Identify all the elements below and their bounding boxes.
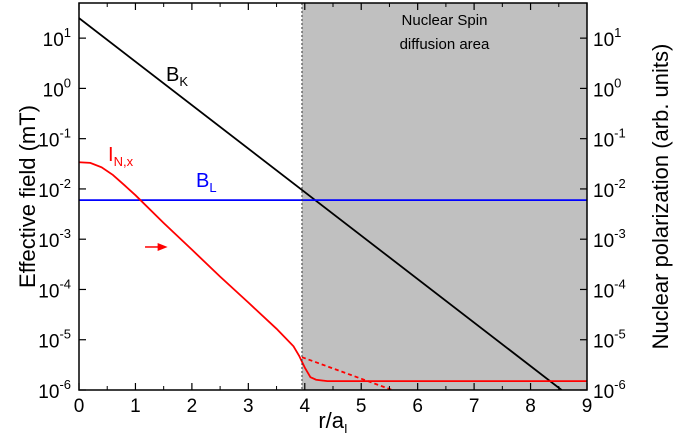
y-tick-base: 10 <box>38 231 59 252</box>
y-tick-exponent: -4 <box>614 276 626 291</box>
x-axis-label-main: r/a <box>318 408 344 433</box>
ticks-layer: 0 1 2 3 4 5 6 7 8 910-6 10-610-5 10-510-4 10-410-3 10… <box>38 3 626 417</box>
series-label-inx: IN,x <box>108 144 134 169</box>
y-tick-label-right: 10-4 <box>593 276 626 302</box>
y-tick-label-right: 100 <box>593 75 621 101</box>
y-tick-base: 10 <box>593 131 614 152</box>
series-label-bl-subscript: L <box>209 180 216 195</box>
y-tick-base: 10 <box>593 231 614 252</box>
series-label-bk-main: B <box>166 64 179 86</box>
y-tick-exponent: -4 <box>59 276 71 291</box>
y-tick-label-left: 101 <box>43 25 71 51</box>
y-tick-base: 10 <box>38 382 59 403</box>
x-tick-label: 6 <box>412 396 423 417</box>
y-tick-exponent: -3 <box>59 226 71 241</box>
x-tick-label: 2 <box>187 396 198 417</box>
y-axis-label-right: Nuclear polarization (arb. units) <box>648 44 673 350</box>
series-label-bl-main: B <box>196 170 209 192</box>
nuclear-spin-diffusion-area <box>301 3 587 390</box>
y-tick-base: 10 <box>593 332 614 353</box>
y-tick-label-right: 10-1 <box>593 126 626 152</box>
shaded-region-label-line1: Nuclear Spin <box>402 12 488 29</box>
y-tick-base: 10 <box>593 30 614 51</box>
x-tick-label: 5 <box>356 396 367 417</box>
y-tick-exponent: -3 <box>614 226 626 241</box>
y-tick-label-right: 10-3 <box>593 226 626 252</box>
y-tick-exponent: -6 <box>614 377 626 392</box>
series-label-bl: BL <box>196 170 217 195</box>
y-tick-label-left: 10-1 <box>38 126 71 152</box>
y-tick-label-right: 10-2 <box>593 176 626 202</box>
y-axis-label-left: Effective field (mT) <box>15 105 40 288</box>
x-tick-label: 3 <box>243 396 254 417</box>
y-tick-label-right: 101 <box>593 25 621 51</box>
x-axis-label: r/aI <box>318 408 347 436</box>
y-tick-base: 10 <box>43 80 64 101</box>
y-tick-exponent: 1 <box>64 25 71 40</box>
y-tick-label-left: 10-3 <box>38 226 71 252</box>
series-label-inx-main: I <box>108 144 114 166</box>
y-tick-label-right: 10-5 <box>593 327 626 353</box>
series-line-3 <box>301 356 393 390</box>
y-tick-label-right: 10-6 <box>593 377 626 403</box>
x-tick-label: 8 <box>525 396 536 417</box>
y-tick-base: 10 <box>38 181 59 202</box>
y-tick-base: 10 <box>593 382 614 403</box>
y-tick-base: 10 <box>38 332 59 353</box>
series-label-inx-subscript: N,x <box>114 154 134 169</box>
y-tick-exponent: -1 <box>614 126 626 141</box>
y-tick-exponent: -2 <box>614 176 626 191</box>
y-tick-exponent: -2 <box>59 176 71 191</box>
y-tick-base: 10 <box>38 131 59 152</box>
x-tick-label: 4 <box>299 396 310 417</box>
arrow-layer <box>145 242 168 251</box>
series-line-0 <box>79 17 563 390</box>
series-layer <box>79 17 587 390</box>
x-tick-label: 9 <box>582 396 593 417</box>
x-tick-label: 0 <box>74 396 85 417</box>
series-label-bk: BK <box>166 64 188 89</box>
y-tick-label-left: 100 <box>43 75 71 101</box>
y-tick-exponent: -5 <box>614 327 626 342</box>
y-tick-exponent: -5 <box>59 327 71 342</box>
x-tick-label: 7 <box>469 396 480 417</box>
y-tick-label-left: 10-4 <box>38 276 71 302</box>
series-line-2 <box>79 161 587 383</box>
y-tick-base: 10 <box>593 281 614 302</box>
y-tick-label-left: 10-2 <box>38 176 71 202</box>
series-label-bk-subscript: K <box>179 74 188 89</box>
y-tick-exponent: -1 <box>59 126 71 141</box>
y-tick-base: 10 <box>38 281 59 302</box>
arrow-head <box>157 242 168 251</box>
y-tick-exponent: 0 <box>614 75 621 90</box>
y-tick-base: 10 <box>593 181 614 202</box>
y-tick-base: 10 <box>43 30 64 51</box>
y-tick-label-left: 10-5 <box>38 327 71 353</box>
y-tick-exponent: -6 <box>59 377 71 392</box>
x-tick-label: 1 <box>130 396 141 417</box>
x-axis-label-subscript: I <box>344 421 348 436</box>
shaded-region-label-line2: diffusion area <box>400 36 490 53</box>
y-tick-base: 10 <box>593 80 614 101</box>
y-tick-exponent: 0 <box>64 75 71 90</box>
y-tick-label-left: 10-6 <box>38 377 71 403</box>
y-tick-exponent: 1 <box>614 25 621 40</box>
